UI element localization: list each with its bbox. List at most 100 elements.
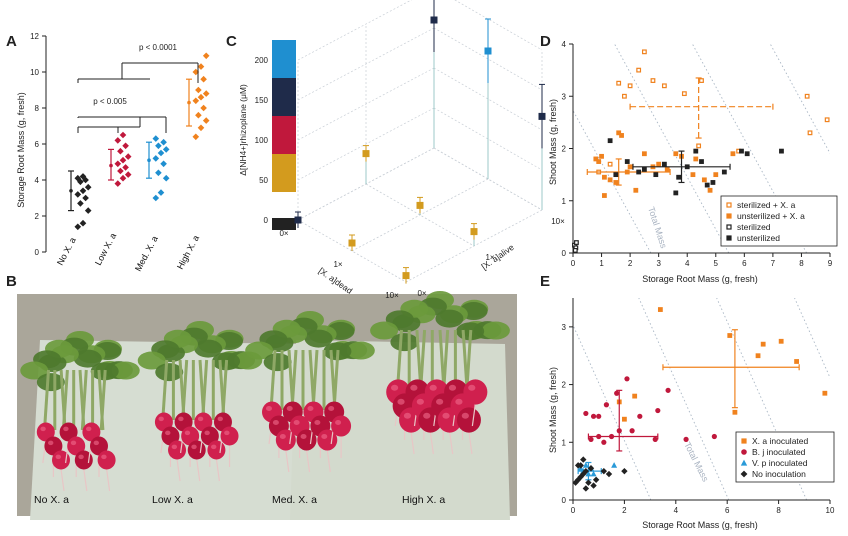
panelE-point-1-11 xyxy=(711,433,717,440)
radish-shine-0-3 xyxy=(63,426,69,432)
radish-bulb-3-11 xyxy=(456,407,481,433)
panelD-point-0-7 xyxy=(699,78,704,83)
panel-a-point-3-0 xyxy=(192,133,200,141)
radish-root-0-8 xyxy=(106,468,111,492)
panelD-point-3-0 xyxy=(607,138,613,144)
radish-leaf-2-14 xyxy=(245,341,274,360)
panelD-point-1-10 xyxy=(633,187,639,193)
panel-c-colorbar-4 xyxy=(272,40,296,78)
radish-stem-2-6 xyxy=(311,349,319,411)
panel-a-category-1: Low X. a xyxy=(93,231,118,267)
panelE-legend-swatch-3 xyxy=(740,470,748,478)
radish-shine-1-0 xyxy=(158,416,164,422)
panelE-point-1-7 xyxy=(637,413,643,419)
panelE-point-3-14 xyxy=(582,485,590,492)
panelE-point-3-13 xyxy=(590,482,597,489)
panelD-point-3-6 xyxy=(676,174,682,180)
radish-shine-3-5 xyxy=(423,412,431,419)
panelE-point-0-7 xyxy=(760,341,766,347)
panelE-point-1-0 xyxy=(583,410,589,417)
panel-a-point-3-10 xyxy=(192,68,200,76)
panel-a-mean-3 xyxy=(187,100,191,105)
panelD-legend-swatch-2 xyxy=(726,224,732,230)
panel-c-floor-a-0 xyxy=(297,219,407,283)
panelD-ytick-label-0: 0 xyxy=(562,249,567,258)
panel-a-point-2-4 xyxy=(160,160,167,168)
panelE-guide-2 xyxy=(638,298,730,500)
panel-c-point-3 xyxy=(362,150,370,158)
panel-a-point-3-1 xyxy=(197,124,205,132)
radish-stem-1-6 xyxy=(201,359,209,421)
panel-a-point-3-7 xyxy=(202,90,210,97)
panel-a-mean-1 xyxy=(109,163,113,168)
panel-a-point-1-4 xyxy=(122,164,129,171)
panelE-legend-swatch-0 xyxy=(741,438,747,444)
radish-leaf-3-7 xyxy=(435,309,464,328)
radish-bulb-1-10 xyxy=(220,426,239,446)
panelD-point-0-5 xyxy=(627,83,633,89)
radish-stem-2-9 xyxy=(332,349,340,411)
radish-root-3-12 xyxy=(471,403,476,427)
panelD-legend-label-1: unsterilized + X. a xyxy=(737,211,805,221)
panelE-point-3-15 xyxy=(577,462,584,469)
panel-e-guide-label: Total Mass xyxy=(682,440,711,483)
panel-c-alive-tick-2: 10× xyxy=(551,217,565,226)
panelD-point-3-4 xyxy=(661,161,667,167)
panelD-xtick-label-8: 8 xyxy=(799,259,804,268)
panelD-point-0-0 xyxy=(621,93,627,99)
panelE-ytick-label-0: 0 xyxy=(562,496,567,505)
panel-a-point-0-6 xyxy=(79,187,87,195)
panelD-point-1-18 xyxy=(693,156,699,162)
radish-bulb-1-5 xyxy=(187,440,206,460)
panel-a-ytick-label-0: 0 xyxy=(35,248,40,257)
panel-a-point-0-5 xyxy=(74,191,82,198)
panelE-xtick-label-1: 2 xyxy=(622,506,627,515)
panelD-point-3-14 xyxy=(744,151,750,157)
panelD-legend-swatch-1 xyxy=(726,213,732,219)
radish-stem-3-6 xyxy=(442,329,450,391)
panelE-point-0-9 xyxy=(794,359,799,364)
panelE-point-1-12 xyxy=(601,439,607,445)
panel-a-point-2-6 xyxy=(157,149,165,157)
panelE-point-3-4 xyxy=(582,467,590,475)
panelD-point-3-10 xyxy=(704,182,710,188)
panelD-legend-swatch-3 xyxy=(726,235,732,241)
panelD-point-1-20 xyxy=(707,187,713,193)
panel-a-point-0-8 xyxy=(77,178,84,186)
panelD-point-1-7 xyxy=(619,133,624,138)
radish-shine-3-6 xyxy=(429,384,437,391)
panelE-guide-4 xyxy=(794,298,830,379)
panel-c-point-7 xyxy=(484,47,492,55)
panelD-point-2-2 xyxy=(574,240,579,245)
panelD-point-1-9 xyxy=(627,164,633,170)
radish-photo: No X. a Low X. a Med. X. a High X. a xyxy=(17,291,517,520)
panelE-point-0-4 xyxy=(727,333,733,338)
radish-root-3-2 xyxy=(410,431,415,455)
panelD-ytick-label-1: 1 xyxy=(562,197,567,206)
panel-a-ytick-label-5: 10 xyxy=(30,68,39,77)
panelE-point-2-4 xyxy=(611,462,618,468)
panel-a-point-0-4 xyxy=(82,194,89,202)
panel-a-ytick-label-1: 2 xyxy=(35,212,40,221)
panelD-point-0-4 xyxy=(616,80,622,86)
panelE-point-1-6 xyxy=(629,428,635,434)
panel-c-wall-r-0 xyxy=(433,147,543,211)
panelE-legend-label-1: B. j inoculated xyxy=(752,447,806,457)
radish-shine-3-11 xyxy=(461,412,469,419)
panel-c-point-8 xyxy=(538,112,546,120)
radish-leaf-3-14 xyxy=(370,321,399,340)
panel-a-point-2-5 xyxy=(152,155,160,162)
panel-c-point-2 xyxy=(402,272,410,280)
panelD-point-3-2 xyxy=(636,169,642,175)
panel-c-alive-tick-0: 0× xyxy=(417,289,426,298)
radish-root-0-5 xyxy=(83,468,88,492)
panel-a-point-2-3 xyxy=(155,169,162,177)
panel-d-guide-label: Total Mass xyxy=(646,206,669,250)
panelD-xtick-label-3: 3 xyxy=(656,259,661,268)
panel-c-ztick-label-2: 100 xyxy=(255,136,269,145)
panel-c-colorbar-2 xyxy=(272,116,296,154)
panel-letter-e: E xyxy=(540,273,550,290)
panel-a-point-2-7 xyxy=(162,146,170,153)
panelD-point-1-11 xyxy=(641,151,647,157)
